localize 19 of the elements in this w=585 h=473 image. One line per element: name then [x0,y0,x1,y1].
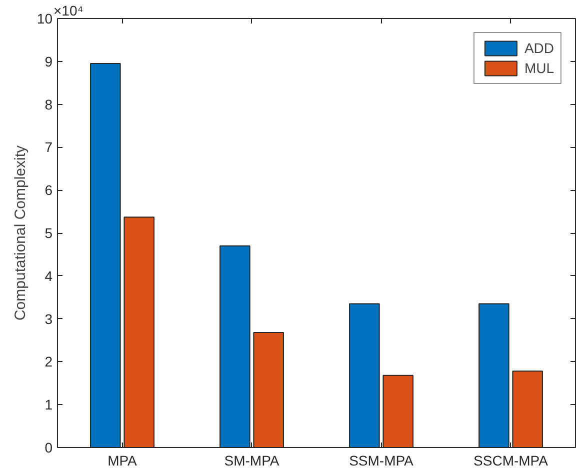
y-tick-label: 6 [44,182,53,198]
y-tick-label: 1 [44,396,53,413]
y-tick-label: 4 [44,268,53,284]
legend-label: ADD [524,40,554,56]
x-tick-label: SSM-MPA [349,452,414,468]
y-tick-label: 10 [36,10,53,26]
x-tick-label: MPA [108,452,138,468]
y-axis-title: Computational Complexity [12,144,29,321]
x-tick-label: SM-MPA [224,452,280,468]
y-tick-label: 3 [44,310,53,327]
legend-label: MUL [524,60,554,76]
y-tick-label: 8 [44,96,53,112]
y-tick-label: 5 [44,225,53,241]
y-tick-label: 7 [44,139,53,156]
text: ×10⁴ [54,2,84,18]
y-tick-label: 0 [44,440,53,456]
x-tick-label: SSCM-MPA [474,452,549,468]
y-tick-label: 9 [44,53,53,70]
y-tick-label: 2 [44,354,53,370]
